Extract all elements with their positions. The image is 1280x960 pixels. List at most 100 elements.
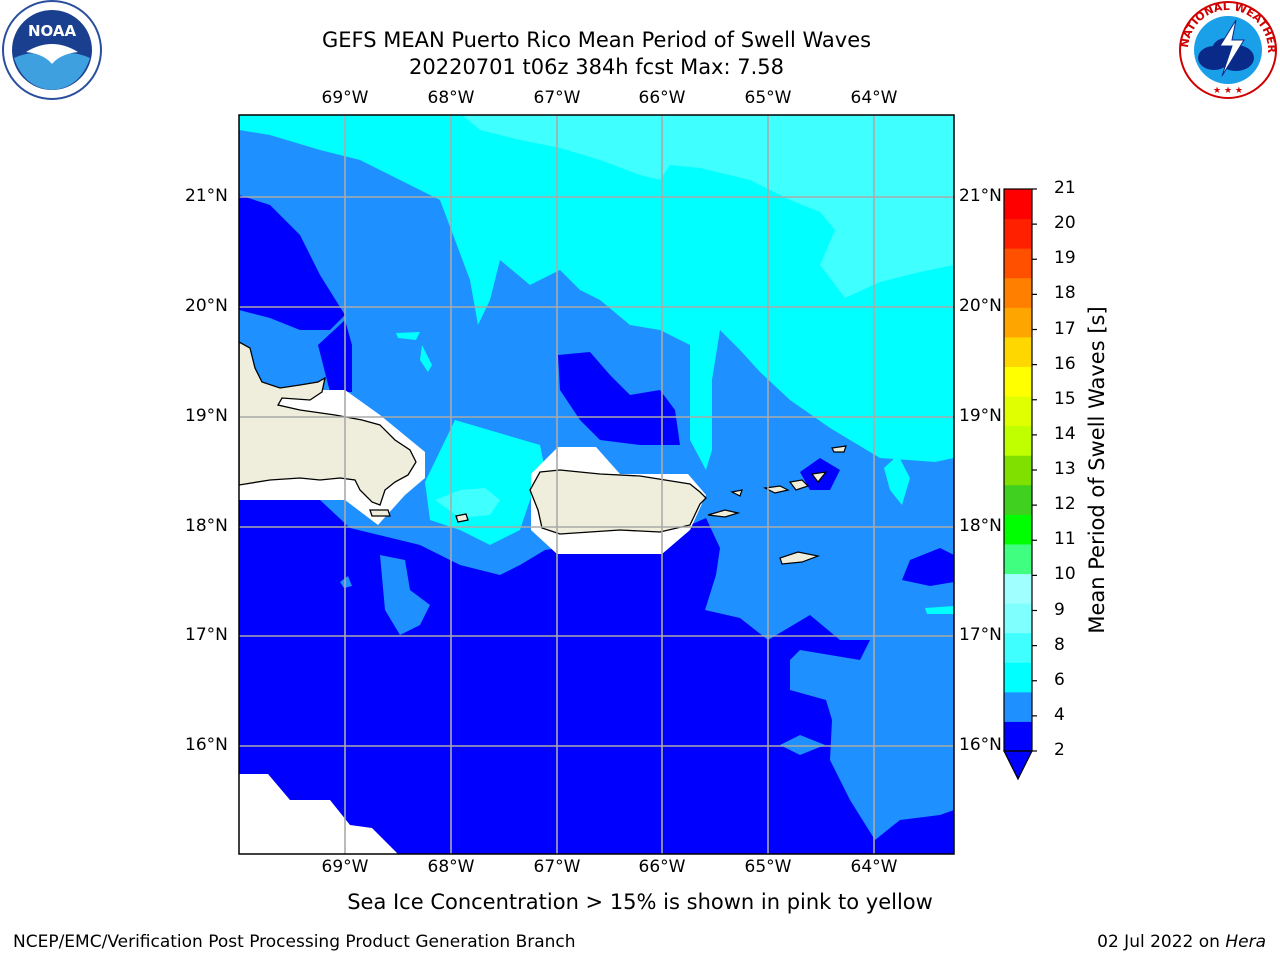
- colorbar-segment: [1004, 603, 1032, 634]
- lat-label-left: 19°N: [185, 406, 228, 426]
- colorbar-tick-label: 6: [1054, 669, 1065, 690]
- colorbar-tick-label: 9: [1054, 599, 1065, 620]
- lon-label-top: 68°W: [427, 88, 475, 108]
- colorbar-segment: [1004, 425, 1032, 456]
- lon-label-bottom: 68°W: [427, 857, 475, 877]
- contour-2-4s: [340, 576, 352, 588]
- colorbar-tick-label: 14: [1054, 423, 1076, 444]
- contour-lt-2s: [902, 548, 954, 586]
- lat-label-right: 20°N: [959, 296, 1002, 316]
- lon-label-top: 66°W: [638, 88, 686, 108]
- colorbar-segment: [1004, 277, 1032, 308]
- colorbar-tick-label: 19: [1054, 248, 1076, 269]
- footer-host: Hera: [1225, 932, 1266, 952]
- nws-logo: NATIONAL WEATHER SERVICE ★ ★ ★: [1178, 0, 1278, 99]
- colorbar-extend-arrow: [1003, 750, 1033, 781]
- contour-6-8s: [462, 115, 954, 298]
- colorbar-segment: [1004, 218, 1032, 249]
- lat-label-left: 17°N: [185, 625, 228, 645]
- contour-4-6s: [396, 332, 420, 340]
- colorbar-tick-label: 20: [1054, 213, 1076, 234]
- footer-date-text: 02 Jul 2022 on: [1097, 932, 1226, 952]
- lat-label-right: 19°N: [959, 406, 1002, 426]
- colorbar-tick-label: 17: [1054, 318, 1076, 339]
- colorbar-segment: [1004, 514, 1032, 545]
- colorbar-segment: [1004, 307, 1032, 338]
- lat-label-right: 17°N: [959, 625, 1002, 645]
- land-mona: [455, 513, 469, 523]
- lon-label-bottom: 64°W: [850, 857, 898, 877]
- colorbar-title: Mean Period of Swell Waves [s]: [1085, 306, 1109, 634]
- colorbar-segment: [1004, 455, 1032, 486]
- colorbar-tick-label: 21: [1054, 178, 1076, 198]
- colorbar-segment: [1004, 721, 1032, 752]
- map-frame: [238, 114, 955, 855]
- contour-4-6s: [884, 455, 910, 505]
- lon-label-bottom: 69°W: [321, 857, 369, 877]
- contour-lt-2s: [239, 500, 954, 854]
- colorbar-tick-label: 2: [1054, 740, 1065, 760]
- lon-label-bottom: 67°W: [533, 857, 581, 877]
- map-subtitle: 20220701 t06z 384h fcst Max: 7.58: [409, 55, 784, 79]
- contour-4-6s: [239, 115, 954, 470]
- colorbar-tick-label: 18: [1054, 283, 1076, 304]
- lat-label-right: 21°N: [959, 186, 1002, 206]
- graticule: [239, 115, 954, 854]
- map-title: GEFS MEAN Puerto Rico Mean Period of Swe…: [321, 28, 872, 52]
- lat-label-left: 21°N: [185, 186, 228, 206]
- colorbar-segment: [1004, 691, 1032, 722]
- colorbar-segment: [1004, 366, 1032, 397]
- colorbar-tick-label: 12: [1054, 494, 1076, 515]
- colorbar-segment: [1004, 484, 1032, 515]
- colorbar-segment: [1004, 543, 1032, 575]
- colorbar-tick-label: 16: [1054, 353, 1076, 374]
- colorbar-tick-label: 15: [1054, 388, 1076, 409]
- colorbar-overlay: [1003, 188, 1037, 781]
- contour-lt-2s: [558, 352, 680, 445]
- contour-4-6s: [420, 345, 432, 372]
- contour-2-4s: [780, 735, 825, 755]
- footer-date: 02 Jul 2022 on Hera: [1097, 932, 1266, 952]
- colorbar-segment: [1004, 573, 1032, 604]
- lat-label-right: 16°N: [959, 735, 1002, 755]
- lat-label-left: 20°N: [185, 296, 228, 316]
- lon-label-top: 67°W: [533, 88, 581, 108]
- land-st-croix: [779, 551, 821, 565]
- land-virgin-islands: [730, 489, 743, 497]
- lon-label-top: 69°W: [321, 88, 369, 108]
- land-virgin-islands: [810, 471, 828, 483]
- sea-ice-note: Sea Ice Concentration > 15% is shown in …: [0, 890, 1280, 914]
- contour-lt-2s: [239, 195, 345, 330]
- lon-label-bottom: 65°W: [744, 857, 792, 877]
- contour-4-6s: [925, 606, 954, 614]
- colorbar-segment: [1004, 336, 1032, 367]
- colorbar-tick-label: 8: [1054, 634, 1065, 655]
- colorbar-tick-label: 13: [1054, 459, 1076, 479]
- lon-label-top: 65°W: [744, 88, 792, 108]
- lat-label-left: 16°N: [185, 735, 228, 755]
- land-vieques: [707, 509, 741, 518]
- colorbar-segment: [1004, 189, 1032, 220]
- land-virgin-islands: [788, 479, 810, 491]
- noaa-logo-text: NOAA: [28, 22, 77, 40]
- footer-branch: NCEP/EMC/Verification Post Processing Pr…: [13, 932, 576, 952]
- colorbar-segment: [1004, 396, 1032, 427]
- lon-label-bottom: 66°W: [638, 857, 686, 877]
- land-virgin-islands: [762, 485, 790, 494]
- nodata-mask: [239, 774, 398, 854]
- colorbar-tick-label: 10: [1054, 564, 1076, 585]
- lat-label-left: 18°N: [185, 516, 228, 536]
- noaa-logo: NOAA: [2, 0, 102, 100]
- land-anegada: [831, 445, 847, 453]
- colorbar-tick-label: 11: [1054, 529, 1076, 550]
- sea-ice-note-text: Sea Ice Concentration > 15% is shown in …: [347, 890, 933, 914]
- contour-2-4s: [380, 555, 430, 635]
- lat-label-right: 18°N: [959, 516, 1002, 536]
- colorbar-segment: [1004, 662, 1032, 693]
- svg-text:★ ★ ★: ★ ★ ★: [1213, 86, 1243, 96]
- contour-lt-2s: [318, 320, 352, 392]
- land-cay: [369, 509, 391, 517]
- lon-label-top: 64°W: [850, 88, 898, 108]
- land-hispaniola: [239, 341, 417, 506]
